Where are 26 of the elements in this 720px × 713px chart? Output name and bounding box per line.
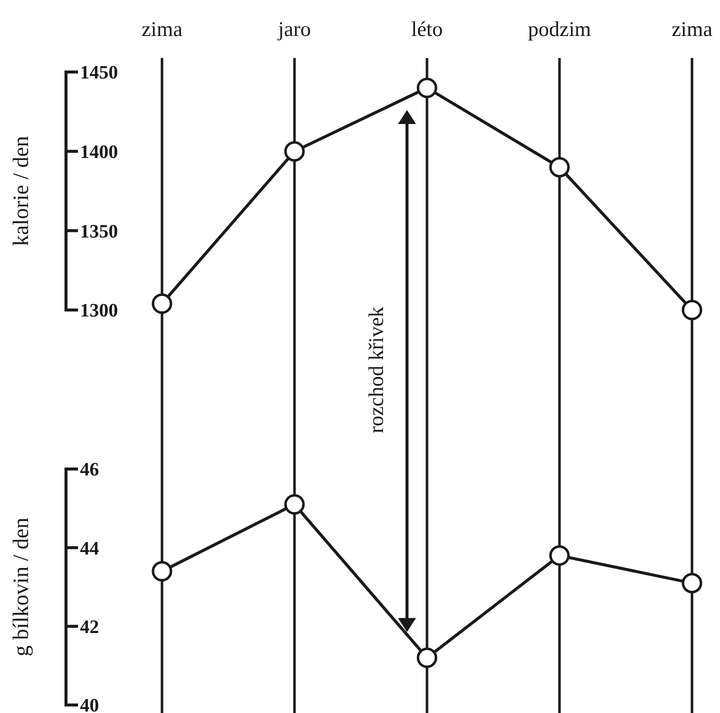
y-axis-title: g bílkovin / den xyxy=(8,518,33,656)
y-tick-label: 44 xyxy=(80,538,100,560)
x-tick-label: podzim xyxy=(528,17,591,41)
x-tick-label: léto xyxy=(411,17,443,41)
y-tick-label: 1300 xyxy=(80,300,118,322)
y-tick-label: 42 xyxy=(80,616,99,638)
y-tick-label: 40 xyxy=(80,696,99,713)
y-axis-title: kalorie / den xyxy=(8,136,33,246)
annotation: rozchod křivek xyxy=(364,306,388,434)
y-tick-label: 1350 xyxy=(80,221,118,242)
point xyxy=(152,293,172,314)
point xyxy=(549,156,570,178)
x-tick-label: zima xyxy=(672,17,714,41)
x-tick-label: zima xyxy=(142,17,184,41)
y-tick-label: 1400 xyxy=(80,142,118,163)
point xyxy=(549,545,570,566)
x-tick-label: jaro xyxy=(277,17,311,41)
point xyxy=(152,561,172,582)
y-tick-label: 1450 xyxy=(80,62,118,84)
point xyxy=(682,300,702,320)
point xyxy=(416,78,438,98)
point xyxy=(284,494,305,515)
point xyxy=(682,572,702,594)
y-tick-label: 46 xyxy=(80,460,99,481)
point xyxy=(284,141,305,162)
point xyxy=(416,648,438,668)
